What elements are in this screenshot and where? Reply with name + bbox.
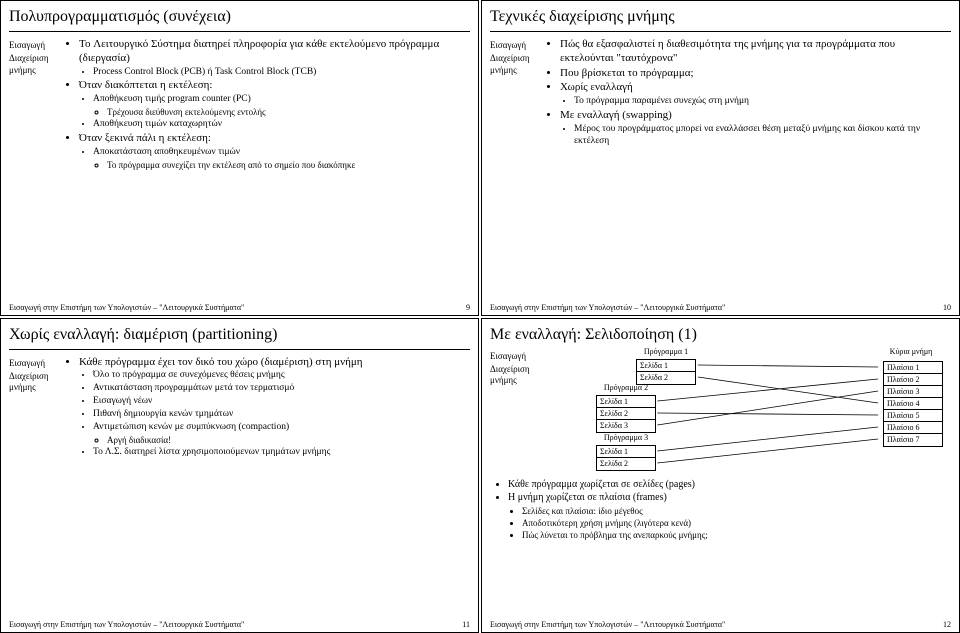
- bullet: Το πρόγραμμα παραμένει συνεχώς στη μνήμη: [574, 96, 951, 108]
- bullet: Αποδοτικότερη χρήση μνήμης (λιγότερα κεν…: [522, 518, 951, 529]
- frame-cell: Πλαίσιο 6: [884, 422, 942, 434]
- separator: [9, 349, 470, 350]
- bullet: Πώς θα εξασφαλιστεί η διαθεσιμότητα της …: [560, 38, 951, 66]
- footer-page: 11: [462, 620, 470, 630]
- footer: Εισαγωγή στην Επιστήμη των Υπολογιστών –…: [490, 620, 951, 630]
- prog1-label: Πρόγραμμα 1: [634, 347, 698, 357]
- bullet: Εισαγωγή νέων: [93, 396, 470, 408]
- bullet: Όταν διακόπτεται η εκτέλεση:: [79, 79, 470, 93]
- prog3-label: Πρόγραμμα 3: [594, 433, 658, 443]
- sidebar: Εισαγωγή Διαχείριση μνήμης: [490, 347, 546, 477]
- footer: Εισαγωγή στην Επιστήμη των Υπολογιστών –…: [490, 303, 951, 313]
- footer-page: 12: [943, 620, 951, 630]
- bullet: Χωρίς εναλλαγή: [560, 81, 951, 95]
- bullet: Αποθήκευση τιμής program counter (PC): [93, 94, 470, 106]
- sidebar-intro: Εισαγωγή: [9, 358, 65, 369]
- bullet: Με εναλλαγή (swapping): [560, 109, 951, 123]
- footer-page: 9: [466, 303, 470, 313]
- footer-page: 10: [943, 303, 951, 313]
- footer: Εισαγωγή στην Επιστήμη των Υπολογιστών –…: [9, 620, 470, 630]
- slide-title: Χωρίς εναλλαγή: διαμέριση (partitioning): [9, 325, 470, 345]
- paging-diagram: Πρόγραμμα 1 Σελίδα 1 Σελίδα 2 Πρόγραμμα …: [546, 347, 951, 477]
- footer: Εισαγωγή στην Επιστήμη των Υπολογιστών –…: [9, 303, 470, 313]
- frame-cell: Πλαίσιο 5: [884, 410, 942, 422]
- sidebar-intro: Εισαγωγή: [9, 40, 65, 51]
- memory-label: Κύρια μνήμη: [879, 347, 943, 357]
- bullet: Αντικατάσταση προγραμμάτων μετά τον τερμ…: [93, 383, 470, 395]
- sidebar: Εισαγωγή Διαχείριση μνήμης: [490, 36, 546, 311]
- footer-course: Εισαγωγή στην Επιστήμη των Υπολογιστών –…: [9, 620, 244, 630]
- bullet: Η μνήμη χωρίζεται σε πλαίσια (frames): [508, 492, 951, 505]
- bullet: Κάθε πρόγραμμα έχει τον δικό του χώρο (δ…: [79, 356, 470, 370]
- page-cell: Σελίδα 2: [597, 408, 655, 420]
- page-cell: Σελίδα 1: [597, 446, 655, 458]
- sidebar-mem: Διαχείριση μνήμης: [9, 371, 65, 394]
- page-cell: Σελίδα 2: [597, 458, 655, 470]
- slide-10: Τεχνικές διαχείρισης μνήμης Εισαγωγή Δια…: [481, 0, 960, 316]
- page-cell: Σελίδα 1: [597, 396, 655, 408]
- sidebar-intro: Εισαγωγή: [490, 351, 546, 362]
- slide-title: Με εναλλαγή: Σελιδοποίηση (1): [490, 325, 951, 345]
- bullet: Κάθε πρόγραμμα χωρίζεται σε σελίδες (pag…: [508, 479, 951, 492]
- bullet: Όλο το πρόγραμμα σε συνεχόμενες θέσεις μ…: [93, 370, 470, 382]
- bullet: Σελίδες και πλαίσια: ίδιο μέγεθος: [522, 506, 951, 517]
- frame-cell: Πλαίσιο 1: [884, 362, 942, 374]
- separator: [9, 31, 470, 32]
- bullet: Που βρίσκεται το πρόγραμμα;: [560, 67, 951, 81]
- bullet: Αποθήκευση τιμών καταχωρητών: [93, 119, 470, 131]
- footer-course: Εισαγωγή στην Επιστήμη των Υπολογιστών –…: [490, 620, 725, 630]
- bullet: Όταν ξεκινά πάλι η εκτέλεση:: [79, 132, 470, 146]
- sidebar-mem: Διαχείριση μνήμης: [9, 53, 65, 76]
- bullet: Το Λ.Σ. διατηρεί λίστα χρησιμοποιούμενων…: [93, 447, 470, 459]
- page-cell: Σελίδα 3: [597, 420, 655, 432]
- slide-title: Τεχνικές διαχείρισης μνήμης: [490, 7, 951, 27]
- bullet: Process Control Block (PCB) ή Task Contr…: [93, 67, 470, 79]
- sidebar: Εισαγωγή Διαχείριση μνήμης: [9, 36, 65, 311]
- slide-12: Με εναλλαγή: Σελιδοποίηση (1) Εισαγωγή Δ…: [481, 318, 960, 633]
- memory-box: Πλαίσιο 1 Πλαίσιο 2 Πλαίσιο 3 Πλαίσιο 4 …: [883, 361, 943, 447]
- frame-cell: Πλαίσιο 3: [884, 386, 942, 398]
- footer-course: Εισαγωγή στην Επιστήμη των Υπολογιστών –…: [9, 303, 244, 313]
- footer-course: Εισαγωγή στην Επιστήμη των Υπολογιστών –…: [490, 303, 725, 313]
- frame-cell: Πλαίσιο 4: [884, 398, 942, 410]
- content: Πώς θα εξασφαλιστεί η διαθεσιμότητα της …: [546, 36, 951, 311]
- sidebar-mem: Διαχείριση μνήμης: [490, 53, 546, 76]
- slide-9: Πολυπρογραμματισμός (συνέχεια) Εισαγωγή …: [0, 0, 479, 316]
- prog2-label: Πρόγραμμα 2: [594, 383, 658, 393]
- content: Κάθε πρόγραμμα έχει τον δικό του χώρο (δ…: [65, 354, 470, 629]
- bullet: Αποκατάσταση αποθηκευμένων τιμών: [93, 147, 470, 159]
- bullet: Μέρος του προγράμματος μπορεί να εναλλάσ…: [574, 124, 951, 148]
- sidebar-mem: Διαχείριση μνήμης: [490, 364, 546, 387]
- bullet: Τρέχουσα διεύθυνση εκτελούμενης εντολής: [107, 107, 470, 118]
- separator: [490, 31, 951, 32]
- bullet: To Λειτουργικό Σύστημα διατηρεί πληροφορ…: [79, 38, 470, 66]
- slide-title: Πολυπρογραμματισμός (συνέχεια): [9, 7, 470, 27]
- sidebar: Εισαγωγή Διαχείριση μνήμης: [9, 354, 65, 629]
- page-cell: Σελίδα 1: [637, 360, 695, 372]
- bullet: Αντιμετώπιση κενών με συμπύκνωση (compac…: [93, 422, 470, 434]
- bullet: Αργή διαδικασία!: [107, 435, 470, 446]
- bullet: Πώς λύνεται το πρόβλημα της ανεπαρκούς μ…: [522, 530, 951, 541]
- sidebar-intro: Εισαγωγή: [490, 40, 546, 51]
- slide-11: Χωρίς εναλλαγή: διαμέριση (partitioning)…: [0, 318, 479, 633]
- bullet: Πιθανή δημιουργία κενών τμημάτων: [93, 409, 470, 421]
- frame-cell: Πλαίσιο 2: [884, 374, 942, 386]
- frame-cell: Πλαίσιο 7: [884, 434, 942, 446]
- bullet: Το πρόγραμμα συνεχίζει την εκτέλεση από …: [107, 160, 470, 171]
- content: Πρόγραμμα 1 Σελίδα 1 Σελίδα 2 Πρόγραμμα …: [546, 347, 951, 477]
- content: To Λειτουργικό Σύστημα διατηρεί πληροφορ…: [65, 36, 470, 311]
